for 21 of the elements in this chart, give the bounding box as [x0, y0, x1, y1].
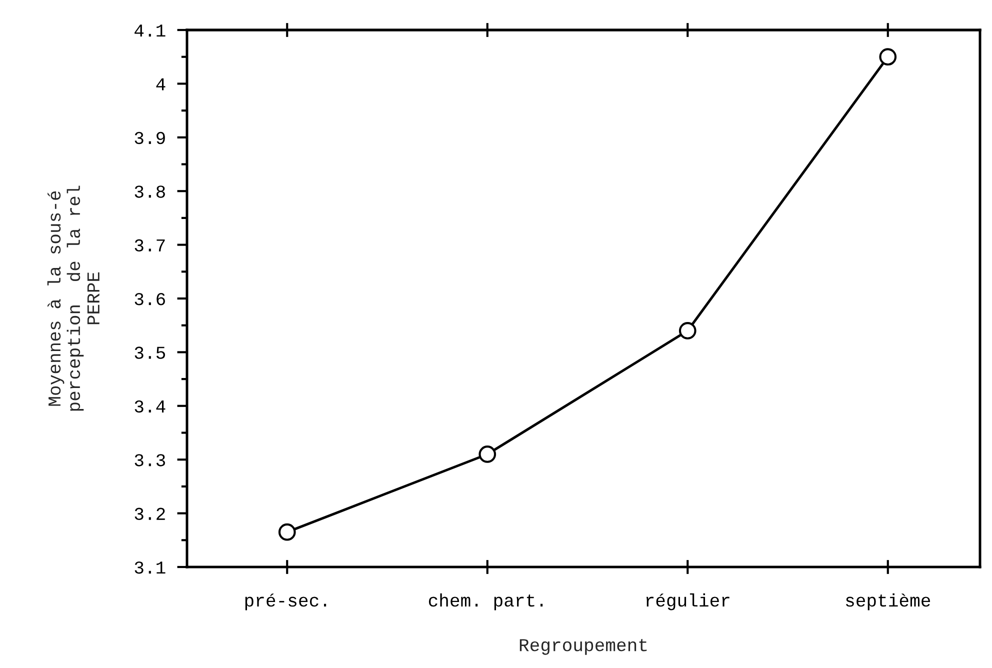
y-tick-label: 3.7 [134, 239, 165, 252]
point [879, 48, 897, 66]
y-tick-label: 4 [156, 78, 166, 90]
x-tick-label: pré-sec. [245, 594, 326, 610]
x-tick-label: septième [846, 593, 930, 610]
y-axis-title: Moyennes à la sous-é perception de la rel PERPE [47, 186, 100, 411]
y-tick-label: 3.6 [134, 292, 165, 306]
x-tick-label: chem. part. [428, 593, 543, 610]
y-tick-label: 3.9 [134, 132, 165, 144]
y-tick-label: 3.2 [134, 508, 165, 520]
y-tick-label: 3.4 [134, 400, 166, 413]
y-tick-label: 3.3 [134, 454, 166, 466]
x-tick-label: régulier [646, 593, 730, 610]
y-tick-label: 3.1 [134, 561, 166, 574]
point [278, 523, 296, 541]
x-axis-title: Regroupement [520, 639, 647, 655]
point [478, 446, 496, 463]
y-tick-label: 3.8 [134, 186, 165, 198]
y-tick-label: 4.1 [134, 24, 166, 37]
point [678, 322, 696, 340]
y-tick-label: 3.5 [134, 346, 166, 359]
